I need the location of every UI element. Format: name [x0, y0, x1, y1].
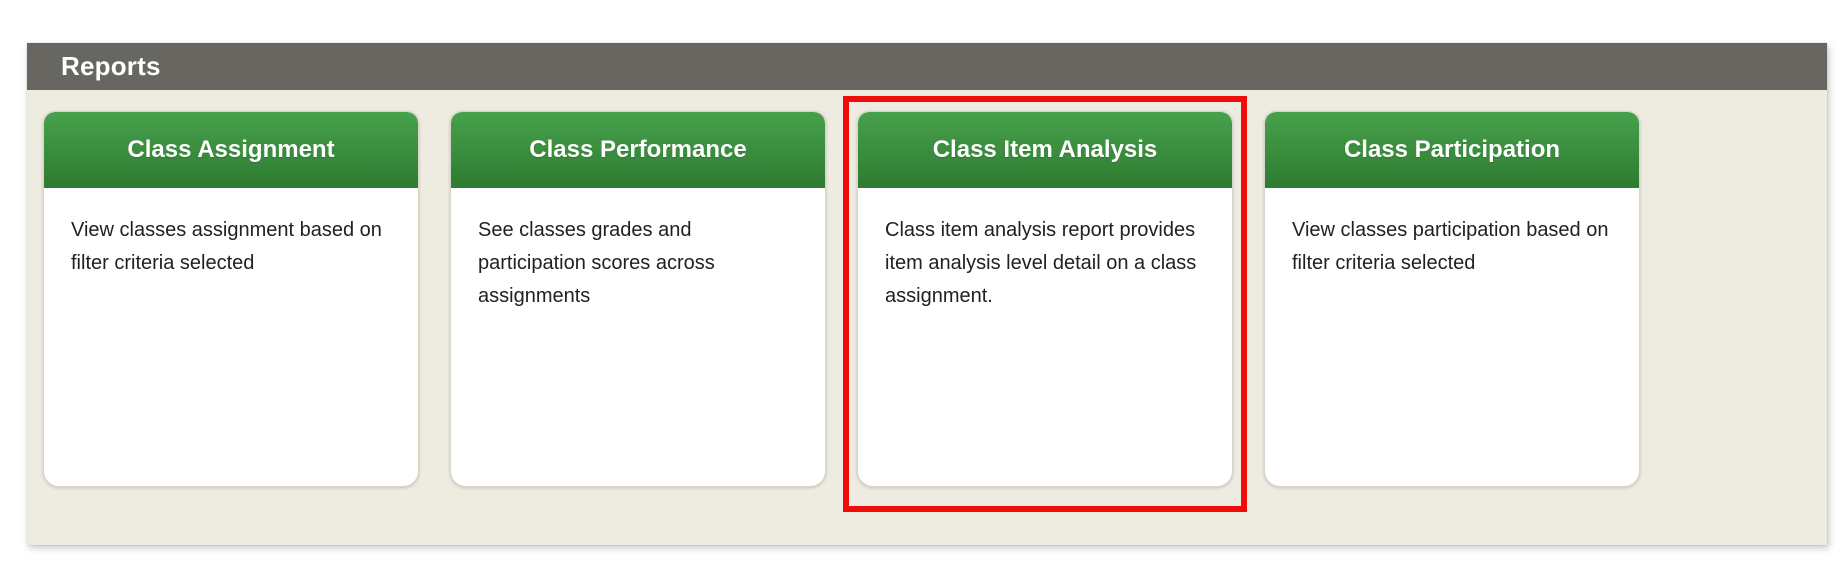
report-card-class-participation[interactable]: Class Participation View classes partici… [1264, 111, 1640, 487]
card-title: Class Assignment [127, 136, 335, 163]
report-card-class-performance[interactable]: Class Performance See classes grades and… [450, 111, 826, 487]
card-header: Class Participation [1265, 112, 1639, 188]
card-slot-class-assignment: Class Assignment View classes assignment… [29, 96, 433, 512]
card-description: Class item analysis report provides item… [885, 219, 1197, 307]
card-slot-class-performance: Class Performance See classes grades and… [436, 96, 840, 512]
report-card-class-item-analysis[interactable]: Class Item Analysis Class item analysis … [857, 111, 1233, 487]
reports-header-bar: Reports [27, 43, 1827, 90]
card-title: Class Performance [529, 136, 747, 163]
reports-panel: Reports Class Assignment View classes as… [27, 43, 1827, 545]
annotation-highlight-box: Class Item Analysis Class item analysis … [843, 96, 1247, 512]
card-slot-class-participation: Class Participation View classes partici… [1250, 96, 1654, 512]
card-title: Class Item Analysis [932, 136, 1158, 163]
page-title: Reports [61, 51, 161, 81]
card-description: See classes grades and participation sco… [478, 219, 715, 307]
card-header: Class Assignment [44, 112, 418, 188]
report-cards-row: Class Assignment View classes assignment… [27, 96, 1827, 512]
card-description: View classes participation based on filt… [1292, 219, 1609, 274]
report-card-class-assignment[interactable]: Class Assignment View classes assignment… [43, 111, 419, 487]
card-description: View classes assignment based on filter … [71, 219, 382, 274]
card-header: Class Performance [451, 112, 825, 188]
card-title: Class Participation [1343, 136, 1561, 163]
card-header: Class Item Analysis [858, 112, 1232, 188]
